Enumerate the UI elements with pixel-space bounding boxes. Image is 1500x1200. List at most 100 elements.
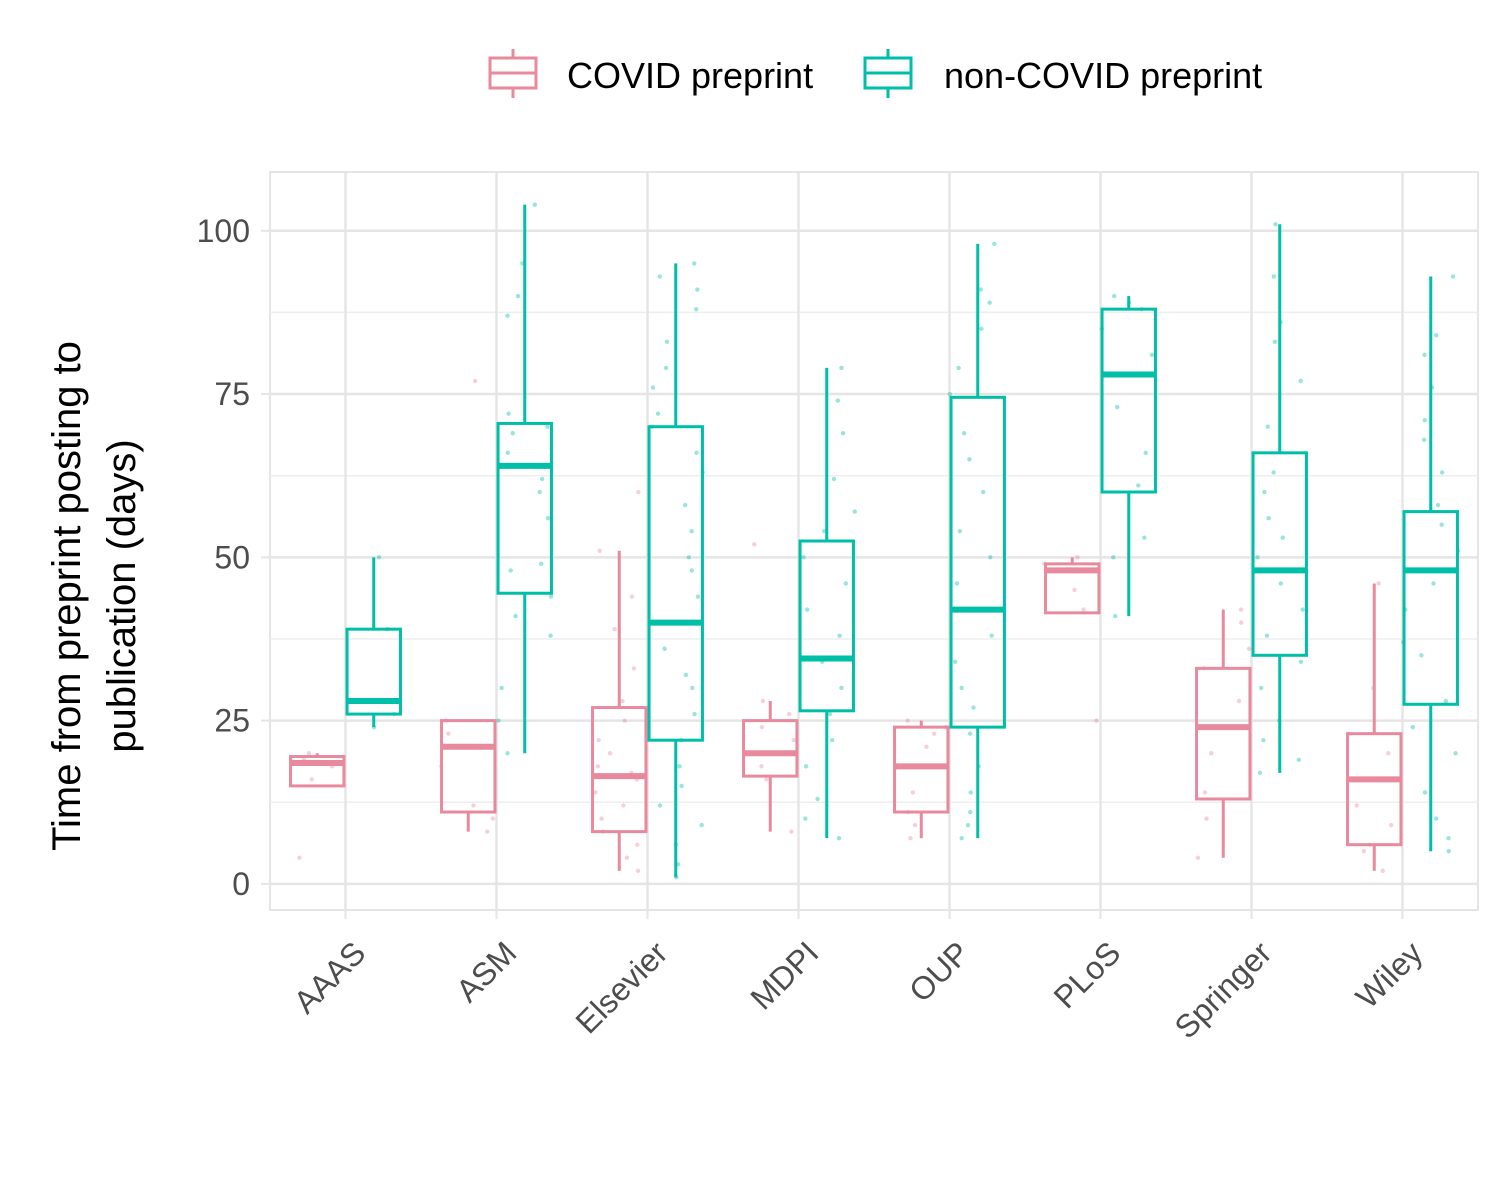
- data-point: [752, 542, 757, 547]
- data-point: [485, 829, 490, 834]
- y-tick-label: 75: [214, 376, 250, 412]
- data-point: [1204, 816, 1209, 821]
- data-point: [650, 385, 656, 390]
- data-point: [1273, 222, 1278, 227]
- data-point: [1149, 352, 1155, 358]
- data-point: [548, 594, 554, 599]
- data-point: [801, 555, 806, 560]
- data-point: [1419, 653, 1424, 658]
- data-point: [1422, 417, 1427, 423]
- legend-label: COVID preprint: [567, 55, 813, 96]
- y-tick-label: 0: [232, 866, 250, 902]
- data-point: [1238, 607, 1244, 612]
- data-point: [699, 822, 704, 828]
- data-point: [1376, 581, 1381, 586]
- data-point: [1298, 659, 1304, 665]
- data-point: [1202, 790, 1208, 795]
- data-point: [596, 737, 601, 743]
- data-point: [924, 744, 929, 749]
- box-iqr: [742, 719, 799, 778]
- data-point: [1434, 333, 1439, 338]
- data-point: [835, 398, 840, 403]
- data-point: [803, 816, 808, 821]
- x-tick-label: OUP: [902, 934, 976, 1008]
- data-point: [836, 835, 842, 841]
- data-point: [620, 698, 625, 704]
- legend-label: non-COVID preprint: [944, 55, 1262, 96]
- box-iqr: [647, 425, 704, 742]
- data-point: [513, 613, 518, 619]
- data-point: [664, 339, 670, 345]
- data-point: [1443, 698, 1449, 704]
- x-tick-label: ASM: [449, 934, 523, 1008]
- data-point: [1296, 757, 1302, 762]
- data-point: [931, 731, 937, 736]
- data-point: [545, 424, 550, 429]
- box-iqr: [949, 395, 1006, 729]
- x-tick-label: Wiley: [1349, 934, 1430, 1015]
- data-point: [599, 816, 604, 821]
- data-point: [593, 790, 598, 795]
- data-point: [789, 829, 794, 834]
- box-iqr: [345, 627, 402, 716]
- data-point: [694, 306, 699, 312]
- data-point: [597, 548, 602, 553]
- data-point: [297, 855, 302, 860]
- data-point: [1380, 868, 1385, 874]
- box-OUP-0: [893, 720, 950, 839]
- data-point: [759, 764, 764, 769]
- data-point: [815, 796, 820, 802]
- box-Elsevier-0: [591, 550, 648, 871]
- data-point: [635, 842, 640, 847]
- data-point: [992, 241, 997, 247]
- box-iqr: [1402, 510, 1459, 706]
- data-point: [1111, 555, 1116, 560]
- data-point: [690, 685, 695, 691]
- data-point: [595, 764, 601, 769]
- box-Springer-1: [1251, 224, 1308, 773]
- data-point: [1386, 751, 1391, 756]
- data-point: [956, 365, 961, 371]
- data-point: [695, 287, 700, 292]
- data-point: [791, 737, 797, 743]
- box-Elsevier-1: [647, 263, 704, 878]
- data-point: [905, 718, 910, 723]
- data-point: [692, 261, 697, 266]
- data-point: [1450, 274, 1456, 279]
- data-point: [786, 711, 792, 717]
- data-point: [506, 411, 511, 416]
- data-point: [694, 450, 699, 456]
- box-iqr: [1044, 562, 1101, 615]
- data-point: [621, 803, 626, 808]
- data-point: [759, 724, 765, 730]
- box-iqr: [1251, 451, 1308, 657]
- box-iqr: [440, 719, 497, 814]
- y-axis-title: Time from preprint posting to publication…: [45, 341, 144, 851]
- x-tick-label: MDPI: [743, 934, 825, 1016]
- plot-panel: [269, 171, 1479, 911]
- data-point: [510, 431, 515, 436]
- box-Wiley-1: [1402, 276, 1459, 852]
- box-ASM-1: [496, 204, 553, 754]
- data-point: [686, 555, 692, 560]
- panel-border: [269, 171, 1479, 911]
- box-iqr: [1195, 666, 1252, 801]
- data-point: [1265, 424, 1270, 429]
- data-point: [679, 783, 684, 789]
- box-iqr: [1100, 307, 1157, 494]
- data-point: [837, 633, 842, 638]
- data-point: [532, 202, 538, 207]
- data-point: [545, 515, 551, 521]
- data-point: [843, 581, 848, 586]
- y-axis-title-line: Time from preprint posting to: [45, 341, 89, 851]
- data-point: [1446, 835, 1451, 841]
- box-PLoS-0: [1044, 557, 1101, 615]
- data-point: [840, 431, 846, 436]
- data-point: [967, 731, 973, 736]
- box-AAAS-1: [345, 557, 402, 728]
- data-point: [689, 568, 694, 573]
- data-point: [1272, 339, 1278, 345]
- data-point: [1266, 515, 1271, 521]
- data-point: [306, 751, 312, 756]
- data-point: [971, 705, 976, 710]
